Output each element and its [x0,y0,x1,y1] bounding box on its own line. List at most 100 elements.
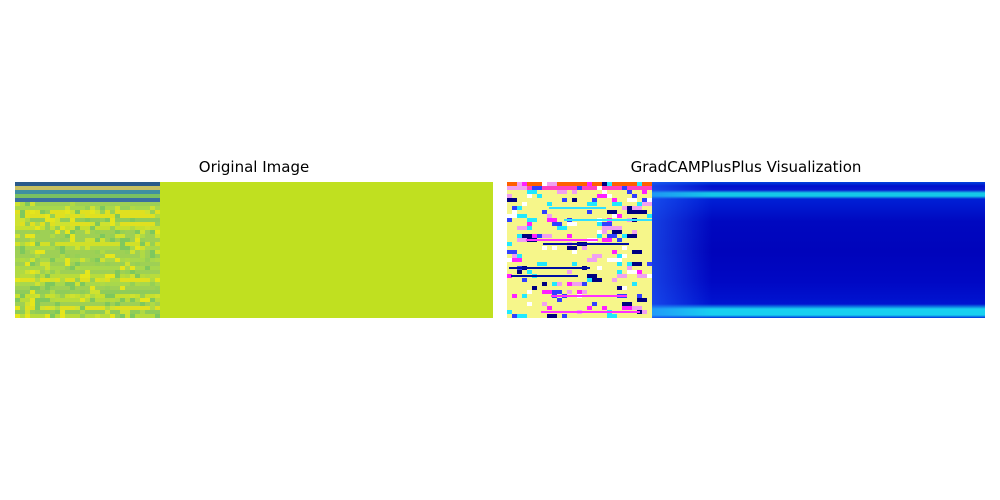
gradcam-strip-row [507,206,652,210]
gradcam-strip-pixel [517,226,527,230]
original-strip-pixel [90,226,95,230]
gradcam-strip-pixel [592,302,597,306]
gradcam-activation-strip [507,182,671,318]
original-strip-pixel [70,294,75,298]
original-strip-pixel [30,286,35,290]
original-strip-pixel [120,234,125,238]
original-strip-pixel [95,314,100,318]
gradcam-strip-pixel [637,274,647,278]
gradcam-strip-row [507,270,652,274]
original-strip-pixel [90,298,95,302]
original-strip-pixel [110,294,115,298]
gradcam-strip-pixel [517,214,527,218]
original-strip-pixel [120,286,125,290]
original-strip-pixel [15,278,20,282]
original-strip-pixel [105,274,110,278]
original-strip-pixel [75,254,80,258]
original-strip-pixel [30,290,35,294]
gradcam-strip-pixel [617,262,622,266]
gradcam-strip-pixel [527,226,532,230]
original-strip-pixel [55,226,60,230]
gradcam-strip-pixel [567,290,572,294]
original-strip-pixel [105,222,110,226]
original-strip-pixel [65,210,70,214]
original-strip-pixel [135,262,140,266]
original-strip-pixel [105,298,110,302]
gradcam-strip-row [507,226,652,230]
gradcam-strip-pixel [587,210,592,214]
original-strip-pixel [80,294,85,298]
gradcam-strip-row [507,182,652,186]
gradcam-strip-pixel [622,306,632,310]
original-strip-row [15,262,160,266]
gradcam-strip-pixel [547,214,552,218]
original-strip-pixel [20,210,25,214]
gradcam-strip-pixel [552,282,557,286]
original-strip-pixel [50,306,55,310]
original-strip-pixel [155,250,160,254]
original-strip-pixel [130,294,135,298]
original-strip-pixel [115,206,120,210]
original-strip-pixel [60,238,65,242]
original-strip-pixel [45,270,50,274]
original-strip-pixel [35,222,40,226]
original-strip-pixel [75,282,80,286]
original-strip-pixel [120,238,125,242]
original-strip-pixel [50,242,55,246]
original-strip-pixel [130,266,135,270]
gradcam-strip-pixel [507,250,517,254]
original-strip-pixel [35,298,40,302]
gradcam-strip-pixel [547,290,552,294]
original-strip-pixel [15,306,20,310]
gradcam-strip-pixel [577,290,582,294]
original-strip-row [15,234,160,238]
original-strip-pixel [130,270,135,274]
original-strip-pixel [65,262,70,266]
original-strip-row [15,278,160,282]
gradcam-strip-band [551,295,627,297]
gradcam-strip-pixel [557,226,562,230]
original-strip-pixel [35,250,40,254]
gradcam-strip-pixel [592,254,602,258]
gradcam-strip-pixel [597,186,602,190]
original-strip-pixel [40,294,45,298]
original-strip-pixel [85,290,90,294]
original-strip-pixel [110,274,115,278]
original-strip-pixel [20,306,25,310]
original-strip-pixel [95,238,100,242]
gradcam-strip-pixel [567,246,577,250]
gradcam-strip-pixel [572,198,577,202]
original-strip-pixel [150,302,155,306]
gradcam-strip-row [507,286,652,290]
gradcam-strip-pixel [632,262,642,266]
gradcam-strip-pixel [507,274,512,278]
gradcam-strip-pixel [602,238,612,242]
original-strip-pixel [20,242,25,246]
original-strip-pixel [15,202,20,206]
original-strip-pixel [50,314,55,318]
original-strip-pixel [50,258,55,262]
gradcam-strip-pixel [552,290,562,294]
gradcam-strip-pixel [597,266,602,270]
original-strip-pixel [95,210,100,214]
original-strip-pixel [95,262,100,266]
gradcam-panel [507,182,985,318]
gradcam-strip-pixel [552,222,562,226]
gradcam-strip-pixel [622,234,627,238]
original-strip-pixel [125,258,130,262]
original-strip-pixel [110,238,115,242]
original-strip-pixel [30,238,35,242]
gradcam-strip-row [507,258,652,262]
original-strip-pixel [125,246,130,250]
gradcam-strip-pixel [527,190,537,194]
gradcam-strip-pixel [557,298,562,302]
gradcam-strip-pixel [622,254,627,258]
gradcam-strip-pixel [507,214,517,218]
original-strip-pixel [25,234,30,238]
original-strip-pixel [80,274,85,278]
gradcam-strip-pixel [507,258,512,262]
gradcam-strip-pixel [607,182,612,186]
original-strip-pixel [80,306,85,310]
original-strip-pixel [100,250,105,254]
original-strip-pixel [140,242,145,246]
